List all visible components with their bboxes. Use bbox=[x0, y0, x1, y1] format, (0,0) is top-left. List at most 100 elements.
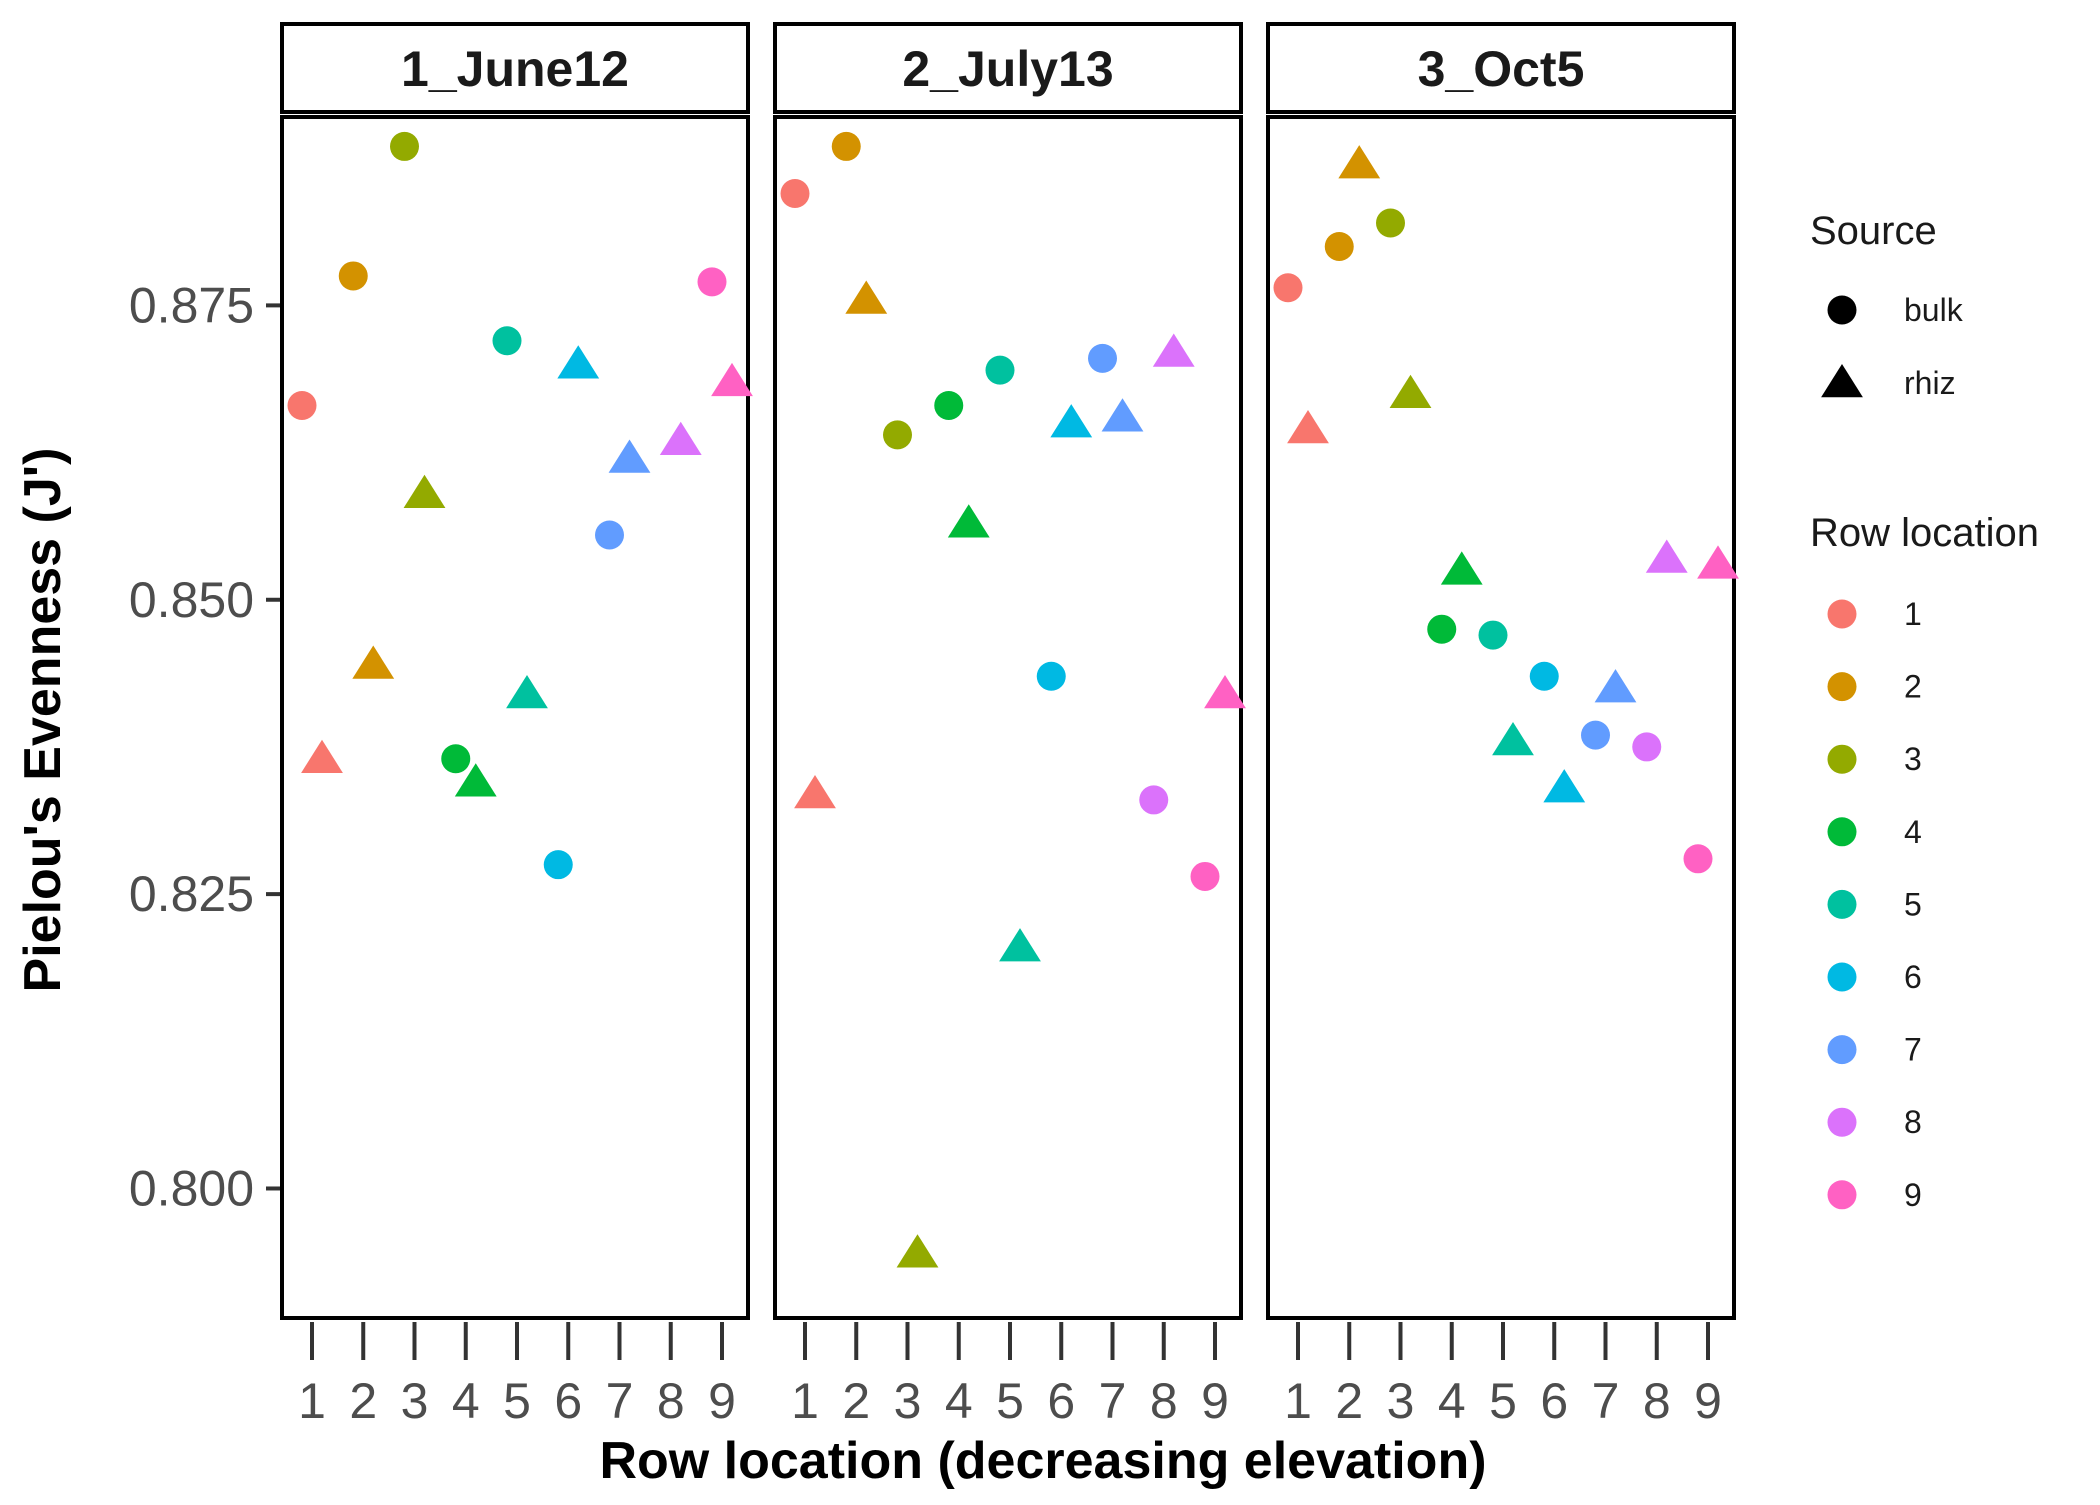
point-bulk-row-4 bbox=[934, 390, 964, 420]
point-bulk-row-2 bbox=[1324, 232, 1354, 262]
x-tick-label: 7 bbox=[1592, 1373, 1620, 1429]
point-rhiz-row-8 bbox=[659, 421, 702, 456]
point-bulk-row-1 bbox=[1273, 273, 1303, 303]
legend-label-row-5: 5 bbox=[1904, 886, 1922, 922]
x-tick-label: 5 bbox=[996, 1373, 1024, 1429]
point-rhiz-row-8 bbox=[1645, 539, 1688, 573]
point-bulk-row-8 bbox=[1139, 785, 1169, 815]
point-rhiz-row-7 bbox=[1594, 669, 1637, 703]
facet-strip bbox=[773, 22, 1243, 114]
x-tick-label: 9 bbox=[1694, 1373, 1722, 1429]
point-bulk-row-5 bbox=[985, 355, 1015, 385]
legend-key-row-2 bbox=[1827, 672, 1857, 702]
point-bulk-row-4 bbox=[1427, 614, 1457, 644]
point-rhiz-row-2 bbox=[352, 645, 395, 679]
x-tick-label: 8 bbox=[657, 1373, 685, 1429]
point-rhiz-row-1 bbox=[1287, 410, 1329, 444]
point-rhiz-row-8 bbox=[1152, 333, 1195, 367]
point-bulk-row-5 bbox=[1478, 620, 1508, 650]
facet-strip bbox=[280, 22, 750, 114]
point-bulk-row-3 bbox=[883, 420, 912, 450]
legend-label-bulk: bulk bbox=[1904, 292, 1964, 328]
point-rhiz-row-9 bbox=[711, 362, 753, 397]
x-tick-label: 7 bbox=[606, 1373, 634, 1429]
point-bulk-row-3 bbox=[1376, 208, 1405, 238]
legend-label-row-7: 7 bbox=[1904, 1032, 1922, 1068]
legend-title-row: Row location bbox=[1810, 511, 2039, 555]
legend-key-row-9 bbox=[1827, 1180, 1857, 1210]
point-rhiz-row-6 bbox=[1543, 769, 1586, 803]
point-bulk-row-3 bbox=[390, 131, 419, 161]
x-tick-label: 2 bbox=[842, 1373, 870, 1429]
facet-panel bbox=[773, 115, 1243, 1320]
y-tick-label: 0.850 bbox=[129, 572, 254, 628]
x-tick-label: 8 bbox=[1643, 1373, 1671, 1429]
legend-label-row-2: 2 bbox=[1904, 669, 1922, 705]
x-tick-label: 9 bbox=[1201, 1373, 1229, 1429]
x-tick-label: 6 bbox=[1047, 1373, 1075, 1429]
legend-label-row-4: 4 bbox=[1904, 814, 1922, 850]
point-bulk-row-6 bbox=[543, 850, 573, 880]
facet-panel bbox=[280, 115, 750, 1320]
point-rhiz-row-4 bbox=[454, 763, 497, 797]
facet-strip-label: 2_July13 bbox=[902, 41, 1113, 97]
point-bulk-row-9 bbox=[697, 267, 727, 297]
legend-key-row-1 bbox=[1827, 599, 1857, 629]
point-rhiz-row-3 bbox=[403, 474, 446, 509]
point-rhiz-row-7 bbox=[1101, 398, 1144, 432]
x-tick-label: 8 bbox=[1150, 1373, 1178, 1429]
point-rhiz-row-3 bbox=[1389, 374, 1432, 408]
point-rhiz-row-2 bbox=[845, 280, 888, 314]
point-rhiz-row-5 bbox=[999, 928, 1041, 962]
y-tick-label: 0.875 bbox=[129, 277, 254, 333]
point-bulk-row-1 bbox=[780, 179, 810, 209]
point-bulk-row-9 bbox=[1190, 861, 1220, 891]
legend-key-row-4 bbox=[1827, 817, 1857, 847]
x-tick-label: 1 bbox=[298, 1373, 326, 1429]
point-bulk-row-7 bbox=[1088, 343, 1117, 373]
x-tick-label: 5 bbox=[1489, 1373, 1517, 1429]
x-tick-label: 3 bbox=[894, 1373, 922, 1429]
legend-key-rhiz bbox=[1821, 364, 1863, 398]
legend-label-row-8: 8 bbox=[1904, 1104, 1922, 1140]
point-rhiz-row-9 bbox=[1204, 674, 1246, 709]
legend-label-rhiz: rhiz bbox=[1904, 365, 1956, 401]
facet-strip-label: 3_Oct5 bbox=[1418, 41, 1585, 97]
y-axis-title: Pielou's Evenness (J') bbox=[14, 448, 72, 993]
x-tick-label: 2 bbox=[349, 1373, 377, 1429]
point-rhiz-row-3 bbox=[896, 1234, 939, 1268]
point-bulk-row-2 bbox=[338, 261, 368, 291]
legend-label-row-1: 1 bbox=[1904, 596, 1922, 632]
x-tick-label: 4 bbox=[452, 1373, 480, 1429]
x-tick-label: 4 bbox=[1438, 1373, 1466, 1429]
facet-strip-label: 1_June12 bbox=[401, 41, 629, 97]
legend-key-bulk bbox=[1827, 295, 1857, 325]
point-rhiz-row-6 bbox=[557, 345, 600, 379]
point-rhiz-row-7 bbox=[608, 439, 651, 473]
legend-key-row-3 bbox=[1827, 744, 1857, 774]
point-bulk-row-2 bbox=[831, 131, 861, 161]
point-bulk-row-6 bbox=[1036, 661, 1066, 691]
x-tick-label: 6 bbox=[1540, 1373, 1568, 1429]
x-tick-label: 4 bbox=[945, 1373, 973, 1429]
point-bulk-row-7 bbox=[595, 520, 624, 550]
x-tick-label: 7 bbox=[1099, 1373, 1127, 1429]
x-tick-label: 1 bbox=[791, 1373, 819, 1429]
point-rhiz-row-1 bbox=[301, 739, 343, 773]
facet-panel bbox=[1266, 115, 1736, 1320]
point-rhiz-row-2 bbox=[1338, 145, 1381, 179]
y-tick-label: 0.825 bbox=[129, 866, 254, 922]
legend-title-source: Source bbox=[1810, 209, 1937, 253]
point-rhiz-row-4 bbox=[1440, 551, 1483, 585]
x-tick-label: 5 bbox=[503, 1373, 531, 1429]
point-bulk-row-5 bbox=[492, 326, 522, 356]
legend-key-row-6 bbox=[1827, 962, 1857, 992]
x-tick-label: 9 bbox=[708, 1373, 736, 1429]
point-rhiz-row-5 bbox=[506, 674, 548, 709]
legend-label-row-6: 6 bbox=[1904, 959, 1922, 995]
legend-label-row-9: 9 bbox=[1904, 1177, 1922, 1213]
point-rhiz-row-1 bbox=[794, 775, 836, 809]
y-tick-label: 0.800 bbox=[129, 1160, 254, 1216]
point-rhiz-row-6 bbox=[1050, 404, 1093, 438]
legend-key-row-5 bbox=[1827, 889, 1857, 919]
